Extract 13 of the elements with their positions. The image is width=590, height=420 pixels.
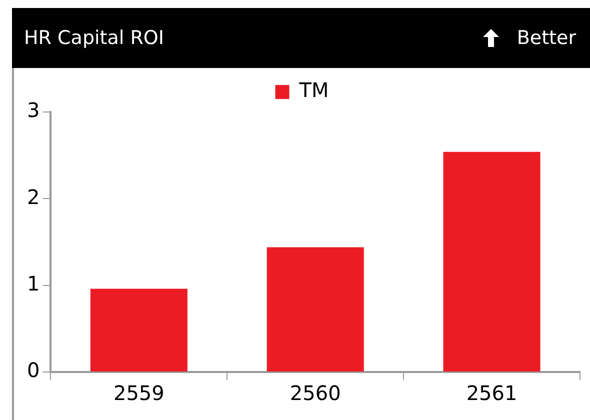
y-tick-label: 0 xyxy=(26,358,40,382)
bar xyxy=(90,288,188,372)
legend-label: TM xyxy=(298,78,329,102)
y-tick-label: 2 xyxy=(26,184,40,209)
x-tick-label: 2559 xyxy=(113,381,164,406)
chart-title: HR Capital ROI xyxy=(24,27,164,49)
text: Better xyxy=(516,27,576,49)
bar xyxy=(443,152,540,372)
bar xyxy=(266,247,364,372)
y-tick-label: 3 xyxy=(26,98,40,122)
y-tick-label: 1 xyxy=(26,272,40,296)
x-tick-label: 2561 xyxy=(466,381,518,406)
x-tick-label: 2560 xyxy=(290,381,341,406)
